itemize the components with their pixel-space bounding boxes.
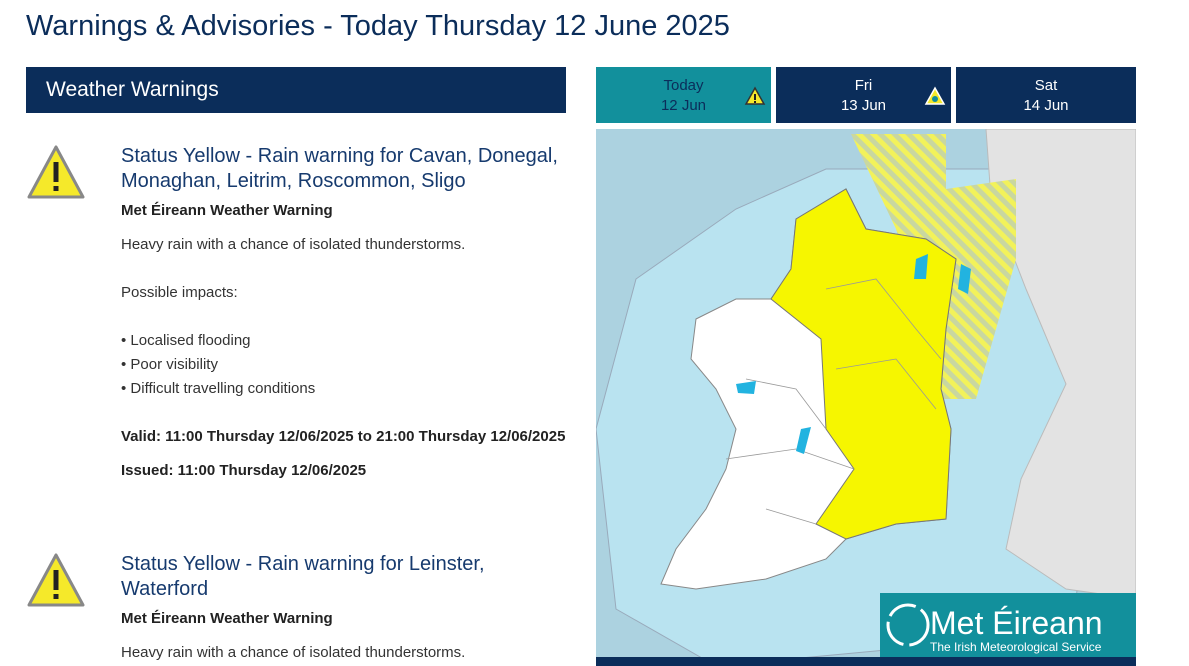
impacts-heading: Possible impacts: — [121, 284, 238, 301]
tab-day: Fri — [854, 77, 873, 94]
warning-issued: Issued: 11:00 Thursday 12/06/2025 — [121, 462, 367, 479]
warning-icon — [27, 145, 85, 199]
section-header: Weather Warnings — [26, 67, 566, 113]
day-tab[interactable]: Fri 13 Jun — [776, 67, 951, 123]
warning-valid: Valid: 11:00 Thursday 12/06/2025 to 21:0… — [121, 428, 566, 445]
impact-item: • Difficult travelling conditions — [121, 380, 316, 397]
warning-map: Met Éireann The Irish Meteorological Ser… — [596, 129, 1136, 666]
tab-date: 12 Jun — [660, 97, 707, 114]
warning-description: Heavy rain with a chance of isolated thu… — [121, 236, 466, 253]
page-title: Warnings & Advisories - Today Thursday 1… — [26, 10, 730, 42]
impact-item: • Poor visibility — [121, 356, 218, 373]
section-title: Weather Warnings — [46, 78, 219, 101]
impact-item: • Localised flooding — [121, 332, 251, 349]
tab-warning-icon — [744, 86, 766, 105]
logo-tagline: The Irish Meteorological Service — [930, 640, 1102, 654]
tab-day: Today — [663, 77, 704, 94]
warning-title[interactable]: Status Yellow - Rain warning for Cavan, … — [121, 145, 558, 192]
warning-source: Met Éireann Weather Warning — [121, 610, 333, 627]
tab-warning-icon — [924, 86, 946, 105]
day-tab[interactable]: Sat 14 Jun — [956, 67, 1136, 123]
tab-date: 13 Jun — [840, 97, 887, 114]
warning-title[interactable]: Status Yellow - Rain warning for Leinste… — [121, 553, 485, 600]
warning-description: Heavy rain with a chance of isolated thu… — [121, 644, 466, 661]
tab-day: Sat — [1034, 77, 1058, 94]
tab-date: 14 Jun — [1023, 97, 1069, 114]
warning-source: Met Éireann Weather Warning — [121, 202, 333, 219]
day-tab[interactable]: Today 12 Jun — [596, 67, 771, 123]
logo-name: Met Éireann — [930, 605, 1103, 641]
warning-icon — [27, 553, 85, 607]
